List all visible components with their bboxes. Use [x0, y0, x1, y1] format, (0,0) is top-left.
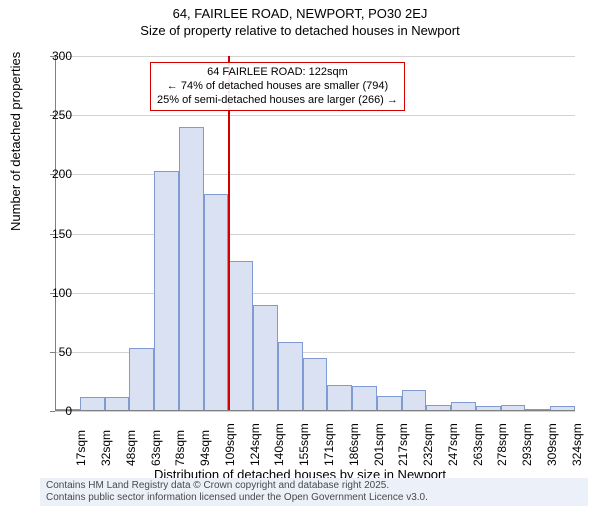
- chart-title-sub: Size of property relative to detached ho…: [0, 23, 600, 38]
- xtick-label: 48sqm: [124, 411, 138, 466]
- xtick-label: 32sqm: [99, 411, 113, 466]
- xtick-label: 17sqm: [74, 411, 88, 466]
- attribution-footer: Contains HM Land Registry data © Crown c…: [40, 478, 588, 506]
- histogram-bar: [303, 358, 328, 411]
- gridline: [55, 56, 575, 57]
- xtick-label: 293sqm: [520, 411, 534, 466]
- xtick-label: 232sqm: [421, 411, 435, 466]
- gridline: [55, 115, 575, 116]
- xtick-label: 171sqm: [322, 411, 336, 466]
- xtick-label: 278sqm: [495, 411, 509, 466]
- xtick-label: 309sqm: [545, 411, 559, 466]
- ytick-label: 200: [32, 167, 72, 181]
- gridline: [55, 293, 575, 294]
- y-axis-title: Number of detached properties: [8, 52, 23, 231]
- xtick-label: 324sqm: [570, 411, 584, 466]
- gridline: [55, 234, 575, 235]
- histogram-bar: [179, 127, 204, 411]
- footer-line-2: Contains public sector information licen…: [46, 492, 582, 504]
- histogram-bar: [253, 305, 278, 412]
- ytick-label: 250: [32, 108, 72, 122]
- histogram-bar: [352, 386, 377, 411]
- xtick-label: 63sqm: [149, 411, 163, 466]
- ytick-label: 150: [32, 227, 72, 241]
- ytick-label: 300: [32, 49, 72, 63]
- ytick-label: 50: [32, 345, 72, 359]
- xtick-label: 109sqm: [223, 411, 237, 466]
- xtick-label: 186sqm: [347, 411, 361, 466]
- annotation-line-2: ← 74% of detached houses are smaller (79…: [157, 80, 398, 94]
- footer-line-1: Contains HM Land Registry data © Crown c…: [46, 480, 582, 492]
- ytick-label: 100: [32, 286, 72, 300]
- xtick-label: 263sqm: [471, 411, 485, 466]
- xtick-label: 217sqm: [396, 411, 410, 466]
- histogram-bar: [327, 385, 352, 411]
- chart-title-main: 64, FAIRLEE ROAD, NEWPORT, PO30 2EJ: [0, 6, 600, 21]
- xtick-label: 201sqm: [372, 411, 386, 466]
- annotation-box: 64 FAIRLEE ROAD: 122sqm← 74% of detached…: [150, 62, 405, 111]
- histogram-bar: [402, 390, 427, 411]
- xtick-label: 140sqm: [272, 411, 286, 466]
- annotation-line-3: 25% of semi-detached houses are larger (…: [157, 94, 398, 108]
- chart-plot-area: 64 FAIRLEE ROAD: 122sqm← 74% of detached…: [55, 56, 575, 411]
- histogram-bar: [154, 171, 179, 411]
- xtick-label: 155sqm: [297, 411, 311, 466]
- histogram-bar: [228, 261, 253, 411]
- ytick-label: 0: [32, 404, 72, 418]
- xtick-label: 78sqm: [173, 411, 187, 466]
- xtick-label: 247sqm: [446, 411, 460, 466]
- gridline: [55, 174, 575, 175]
- annotation-line-1: 64 FAIRLEE ROAD: 122sqm: [157, 66, 398, 80]
- histogram-bar: [204, 194, 229, 411]
- xtick-label: 94sqm: [198, 411, 212, 466]
- histogram-bar: [80, 397, 105, 411]
- histogram-bar: [377, 396, 402, 411]
- histogram-bar: [278, 342, 303, 411]
- xtick-label: 124sqm: [248, 411, 262, 466]
- histogram-bar: [105, 397, 130, 411]
- histogram-bar: [129, 348, 154, 411]
